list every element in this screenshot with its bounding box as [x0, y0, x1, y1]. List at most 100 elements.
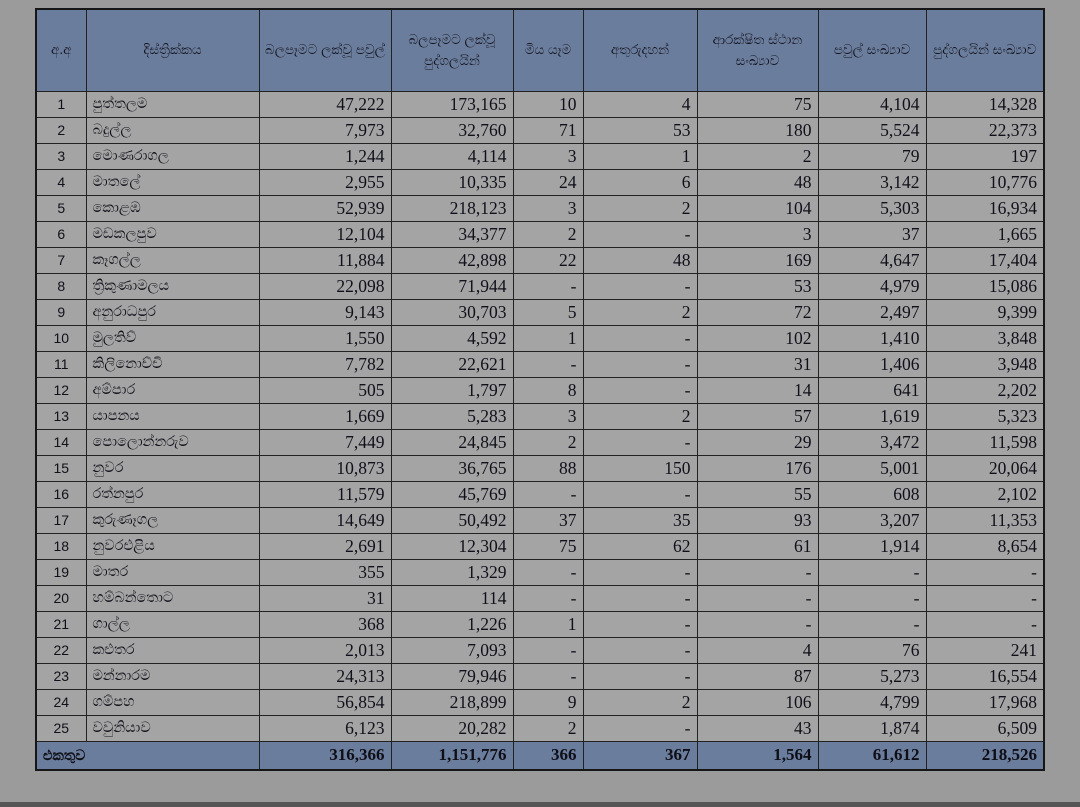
cell-deaths: 2: [512, 428, 584, 456]
cell-district: කොළඹ: [85, 194, 260, 222]
cell-affected-persons: 1,329: [390, 558, 514, 586]
cell-missing: 48: [582, 246, 698, 274]
total-deaths: 366: [512, 740, 584, 771]
table-row: 18 නුවරඑළිය 2,691 12,304 75 62 61 1,914 8,654: [35, 532, 1045, 560]
column-header-person-count: පුද්ගලයින් සංඛ්‍යාව: [925, 8, 1045, 92]
cell-deaths: 5: [512, 298, 584, 326]
column-header-safe-location-count: ආරක්ෂිත ස්ථාන සංඛ්‍යාව: [696, 8, 819, 92]
cell-affected-families: 47,222: [258, 90, 392, 118]
cell-family-count: 3,207: [817, 506, 927, 534]
cell-family-count: 5,001: [817, 454, 927, 482]
cell-affected-families: 56,854: [258, 688, 392, 716]
cell-missing: 1: [582, 142, 698, 170]
table-row: 6 මඩකලපුව 12,104 34,377 2-3 37 1,665: [35, 220, 1045, 248]
cell-person-count: 5,323: [925, 402, 1045, 430]
cell-missing: 2: [582, 688, 698, 716]
cell-person-count: 9,399: [925, 298, 1045, 326]
cell-family-count: 1,914: [817, 532, 927, 560]
cell-family-count: 79: [817, 142, 927, 170]
cell-missing: 2: [582, 194, 698, 222]
cell-affected-families: 24,313: [258, 662, 392, 690]
cell-family-count: 608: [817, 480, 927, 508]
cell-missing: -: [582, 350, 698, 378]
cell-missing: -: [582, 714, 698, 742]
cell-missing: -: [582, 480, 698, 508]
cell-affected-families: 11,579: [258, 480, 392, 508]
column-header-serial-no: අ.අ: [35, 8, 87, 92]
cell-missing: -: [582, 558, 698, 586]
cell-deaths: 9: [512, 688, 584, 716]
cell-affected-families: 355: [258, 558, 392, 586]
cell-safe-location-count: 48: [696, 168, 819, 196]
cell-family-count: -: [817, 584, 927, 612]
cell-serial-no: 25: [35, 714, 87, 742]
cell-person-count: 197: [925, 142, 1045, 170]
cell-missing: -: [582, 376, 698, 404]
cell-affected-persons: 114: [390, 584, 514, 612]
cell-affected-persons: 173,165: [390, 90, 514, 118]
table-row: 2 බදුල්ල 7,973 32,760 71 53 180 5,524 22,373: [35, 116, 1045, 144]
cell-affected-families: 505: [258, 376, 392, 404]
cell-district: මන්නාරම: [85, 662, 260, 690]
cell-serial-no: 12: [35, 376, 87, 404]
cell-affected-persons: 7,093: [390, 636, 514, 664]
cell-district: මොණරාගල: [85, 142, 260, 170]
cell-missing: -: [582, 324, 698, 352]
cell-safe-location-count: 75: [696, 90, 819, 118]
cell-person-count: 241: [925, 636, 1045, 664]
cell-family-count: 5,524: [817, 116, 927, 144]
cell-affected-families: 2,691: [258, 532, 392, 560]
table-row: 8 ත්‍රිකුණාමලය 22,098 71,944- -53 4,979 15,086: [35, 272, 1045, 300]
cell-serial-no: 4: [35, 168, 87, 196]
cell-missing: 53: [582, 116, 698, 144]
cell-family-count: 641: [817, 376, 927, 404]
table-row: 3 මොණරාගල 1,244 4,114 3 1 2 79 197: [35, 142, 1045, 170]
cell-safe-location-count: 61: [696, 532, 819, 560]
cell-affected-families: 11,884: [258, 246, 392, 274]
cell-serial-no: 20: [35, 584, 87, 612]
table-footer: එකතුව 316,366 1,151,776 366 367 1,564 61,612 21…: [35, 740, 1045, 771]
cell-missing: 62: [582, 532, 698, 560]
cell-deaths: -: [512, 662, 584, 690]
cell-deaths: 75: [512, 532, 584, 560]
cell-person-count: 16,934: [925, 194, 1045, 222]
cell-safe-location-count: 4: [696, 636, 819, 664]
cell-deaths: -: [512, 558, 584, 586]
cell-serial-no: 13: [35, 402, 87, 430]
cell-affected-persons: 71,944: [390, 272, 514, 300]
cell-affected-persons: 218,123: [390, 194, 514, 222]
cell-affected-persons: 1,797: [390, 376, 514, 404]
cell-missing: 2: [582, 402, 698, 430]
cell-person-count: 1,665: [925, 220, 1045, 248]
table-row: 23 මන්නාරම 24,313 79,946- -87 5,273 16,554: [35, 662, 1045, 690]
total-person-count: 218,526: [925, 740, 1045, 771]
cell-district: කිලිනොච්චි: [85, 350, 260, 378]
table-row: 21 ගාල්ල 368 1,226 1- - - -: [35, 610, 1045, 638]
table-row: 24 ගම්පහ 56,854 218,899 9 2 106 4,799 17,968: [35, 688, 1045, 716]
cell-safe-location-count: 31: [696, 350, 819, 378]
table-row: 22 කළුතර 2,013 7,093- -4 76 241: [35, 636, 1045, 664]
cell-district: අම්පාර: [85, 376, 260, 404]
cell-district: නුවර: [85, 454, 260, 482]
cell-deaths: 10: [512, 90, 584, 118]
table-row: 5 කොළඹ 52,939 218,123 3 2 104 5,303 16,934: [35, 194, 1045, 222]
cell-affected-families: 7,782: [258, 350, 392, 378]
cell-safe-location-count: 87: [696, 662, 819, 690]
cell-safe-location-count: 72: [696, 298, 819, 326]
screen-bottom-edge: [0, 802, 1080, 807]
cell-affected-families: 1,669: [258, 402, 392, 430]
cell-missing: -: [582, 636, 698, 664]
table-row: 15 නුවර 10,873 36,765 88 150 176 5,001 20,064: [35, 454, 1045, 482]
cell-missing: 150: [582, 454, 698, 482]
cell-deaths: 24: [512, 168, 584, 196]
table-row: 20 හම්බන්තොට 31 114- - - - -: [35, 584, 1045, 612]
cell-person-count: 17,968: [925, 688, 1045, 716]
cell-family-count: 1,874: [817, 714, 927, 742]
cell-district: නුවරඑළිය: [85, 532, 260, 560]
cell-deaths: 8: [512, 376, 584, 404]
cell-serial-no: 10: [35, 324, 87, 352]
cell-affected-persons: 34,377: [390, 220, 514, 248]
cell-safe-location-count: 3: [696, 220, 819, 248]
cell-affected-families: 2,955: [258, 168, 392, 196]
cell-missing: -: [582, 428, 698, 456]
